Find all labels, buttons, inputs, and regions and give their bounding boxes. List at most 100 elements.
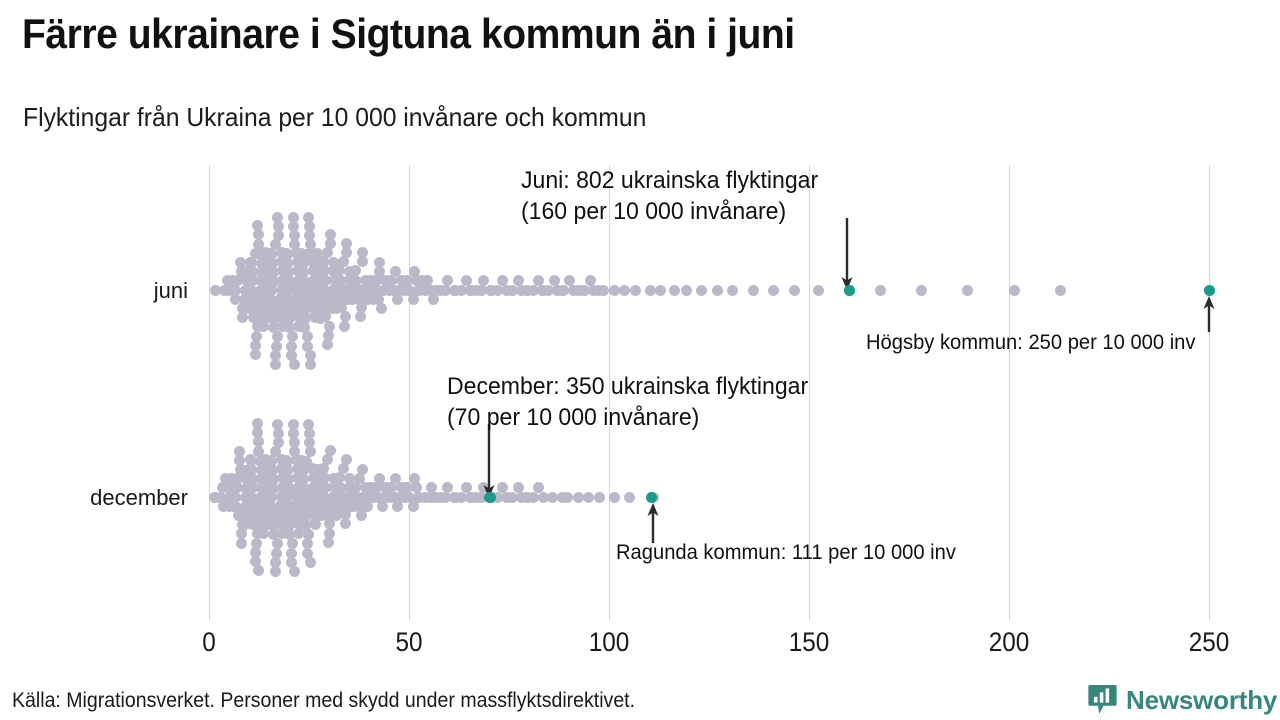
beeswarm-dot xyxy=(669,284,681,296)
beeswarm-dot xyxy=(269,446,281,458)
beeswarm-dot xyxy=(329,482,341,494)
beeswarm-dot xyxy=(294,312,306,324)
beeswarm-dot xyxy=(347,284,359,296)
beeswarm-dot xyxy=(287,211,299,223)
beeswarm-dot xyxy=(350,482,362,494)
beeswarm-dot xyxy=(429,284,441,296)
beeswarm-dot xyxy=(334,472,346,484)
beeswarm-dot xyxy=(301,340,313,352)
beeswarm-dot xyxy=(301,285,313,297)
beeswarm-dot xyxy=(306,490,318,502)
x-tick-label-250: 250 xyxy=(1188,627,1230,657)
beeswarm-dot xyxy=(298,266,310,278)
beeswarm-dot xyxy=(450,284,462,296)
beeswarm-dot xyxy=(259,499,271,511)
beeswarm-dot xyxy=(477,275,489,287)
beeswarm-dot xyxy=(280,293,292,305)
beeswarm-dot xyxy=(588,284,600,296)
beeswarm-dot xyxy=(317,283,329,295)
beeswarm-dot xyxy=(274,509,286,521)
beeswarm-dot xyxy=(310,500,322,512)
beeswarm-dot xyxy=(747,284,759,296)
beeswarm-dot xyxy=(409,473,421,485)
beeswarm-dot xyxy=(284,312,296,324)
beeswarm-dot xyxy=(293,275,305,287)
beeswarm-dot xyxy=(233,445,245,457)
beeswarm-dot xyxy=(243,302,255,314)
beeswarm-dot xyxy=(346,293,358,305)
beeswarm-dot xyxy=(516,284,528,296)
beeswarm-dot xyxy=(421,275,433,287)
beeswarm-dot xyxy=(374,266,386,278)
beeswarm-dot xyxy=(261,463,273,475)
beeswarm-dot xyxy=(320,302,332,314)
beeswarm-dot xyxy=(350,274,362,286)
beeswarm-dot xyxy=(310,293,322,305)
newsworthy-logo-text: Newsworthy xyxy=(1126,685,1278,715)
beeswarm-dot xyxy=(264,500,276,512)
beeswarm-dot xyxy=(424,491,436,503)
beeswarm-dot xyxy=(254,455,266,467)
beeswarm-dot xyxy=(254,492,266,504)
beeswarm-dot xyxy=(320,509,332,521)
beeswarm-dot xyxy=(512,482,524,494)
beeswarm-dot xyxy=(266,248,278,260)
beeswarm-dot xyxy=(373,491,385,503)
beeswarm-dot xyxy=(294,509,306,521)
beeswarm-dot xyxy=(334,481,346,493)
beeswarm-dot xyxy=(252,229,264,241)
beeswarm-dot xyxy=(313,275,325,287)
beeswarm-dot xyxy=(288,427,300,439)
beeswarm-dot xyxy=(280,500,292,512)
beeswarm-dot xyxy=(288,437,300,449)
beeswarm-dot xyxy=(464,284,476,296)
beeswarm-dot xyxy=(414,491,426,503)
beeswarm-dot xyxy=(305,556,317,568)
beeswarm-dot xyxy=(548,275,560,287)
beeswarm-dot xyxy=(476,284,488,296)
beeswarm-dot xyxy=(357,463,369,475)
beeswarm-dot xyxy=(240,473,252,485)
row-label-december: december xyxy=(90,485,188,510)
newsworthy-logo[interactable]: Newsworthy xyxy=(1088,684,1277,716)
beeswarm-dot xyxy=(235,266,247,278)
beeswarm-dot xyxy=(461,482,473,494)
beeswarm-dot xyxy=(572,491,584,503)
beeswarm-dot xyxy=(229,500,241,512)
beeswarm-dot xyxy=(324,228,336,240)
beeswarm-dot xyxy=(302,418,314,430)
beeswarm-dot xyxy=(281,256,293,268)
beeswarm-dot xyxy=(249,500,261,512)
beeswarm-dot xyxy=(301,492,313,504)
source-note: Källa: Migrationsverket. Personer med sk… xyxy=(12,689,636,712)
beeswarm-dot xyxy=(552,284,564,296)
beeswarm-dot xyxy=(236,519,248,531)
beeswarm-dot xyxy=(264,509,276,521)
beeswarm-dot xyxy=(306,463,318,475)
beeswarm-dot xyxy=(506,284,518,296)
beeswarm-dot xyxy=(265,454,277,466)
beeswarm-dot xyxy=(383,284,395,296)
beeswarm-dot xyxy=(292,527,304,539)
beeswarm-dot xyxy=(365,275,377,287)
beeswarm-dot xyxy=(874,284,886,296)
gridline-150 xyxy=(809,165,810,620)
beeswarm-dot xyxy=(644,284,656,296)
beeswarm-dot xyxy=(269,565,281,577)
beeswarm-dot xyxy=(330,302,342,314)
beeswarm-dot xyxy=(261,472,273,484)
beeswarm-dot xyxy=(293,518,305,530)
beeswarm-dot xyxy=(241,266,253,278)
beeswarm-dot xyxy=(265,247,277,259)
beeswarm-dot xyxy=(293,311,305,323)
beeswarm-dot xyxy=(311,247,323,259)
beeswarm-dot xyxy=(253,238,265,250)
beeswarm-dot xyxy=(373,256,385,268)
beeswarm-dot xyxy=(267,266,279,278)
beeswarm-dot xyxy=(249,348,261,360)
beeswarm-dot xyxy=(352,283,364,295)
beeswarm-dot xyxy=(245,463,257,475)
beeswarm-dot xyxy=(284,510,296,522)
beeswarm-dot xyxy=(277,527,289,539)
beeswarm-dot xyxy=(291,256,303,268)
